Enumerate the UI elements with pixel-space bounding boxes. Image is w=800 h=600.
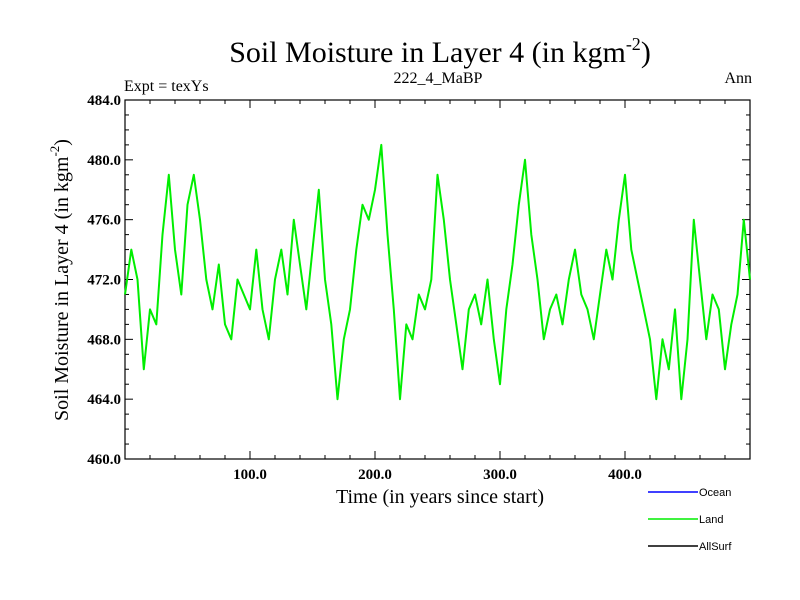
y-axis-label-suffix: )	[51, 139, 73, 146]
y-tick-label: 464.0	[87, 392, 121, 408]
x-tick-label: 100.0	[233, 467, 267, 483]
y-tick-label: 468.0	[87, 332, 121, 348]
chart-title: Soil Moisture in Layer 4 (in kgm-2)	[229, 34, 651, 69]
x-axis-label: Time (in years since start)	[336, 486, 544, 508]
y-tick-label: 460.0	[87, 452, 121, 468]
legend-label-land: Land	[699, 514, 723, 526]
subtitle-run-id: 222_4_MaBP	[394, 70, 483, 87]
plot-area: 460.0 464.0 468.0 472.0 476.0 480.0 484.0 100.…	[87, 93, 751, 483]
y-tick-label: 472.0	[87, 273, 121, 289]
subtitle-season: Ann	[724, 70, 752, 87]
y-axis-label: Soil Moisture in Layer 4 (in kgm-2)	[47, 139, 73, 421]
x-tick-label: 400.0	[608, 467, 642, 483]
legend-label-allsurf: AllSurf	[699, 541, 732, 553]
chart-title-superscript: -2	[626, 34, 641, 54]
plot-frame	[124, 99, 751, 460]
x-tick-label: 200.0	[358, 467, 392, 483]
y-tick-label: 484.0	[87, 93, 121, 109]
chart-title-suffix: )	[641, 36, 651, 69]
y-axis-label-superscript: -2	[47, 146, 62, 157]
y-tick-label: 480.0	[87, 153, 121, 169]
subtitle-experiment: Expt = texYs	[124, 78, 209, 95]
legend: Ocean Land AllSurf	[648, 487, 732, 553]
y-axis-label-text: Soil Moisture in Layer 4 (in kgm	[51, 156, 73, 421]
y-tick-label: 476.0	[87, 213, 121, 229]
series-line-land	[124, 143, 751, 401]
x-axis: 100.0 200.0 300.0 400.0	[149, 100, 726, 483]
y-axis: 460.0 464.0 468.0 472.0 476.0 480.0 484.0	[87, 93, 750, 468]
legend-label-ocean: Ocean	[699, 487, 731, 499]
chart-title-text: Soil Moisture in Layer 4 (in kgm	[229, 36, 626, 69]
x-tick-label: 300.0	[483, 467, 517, 483]
